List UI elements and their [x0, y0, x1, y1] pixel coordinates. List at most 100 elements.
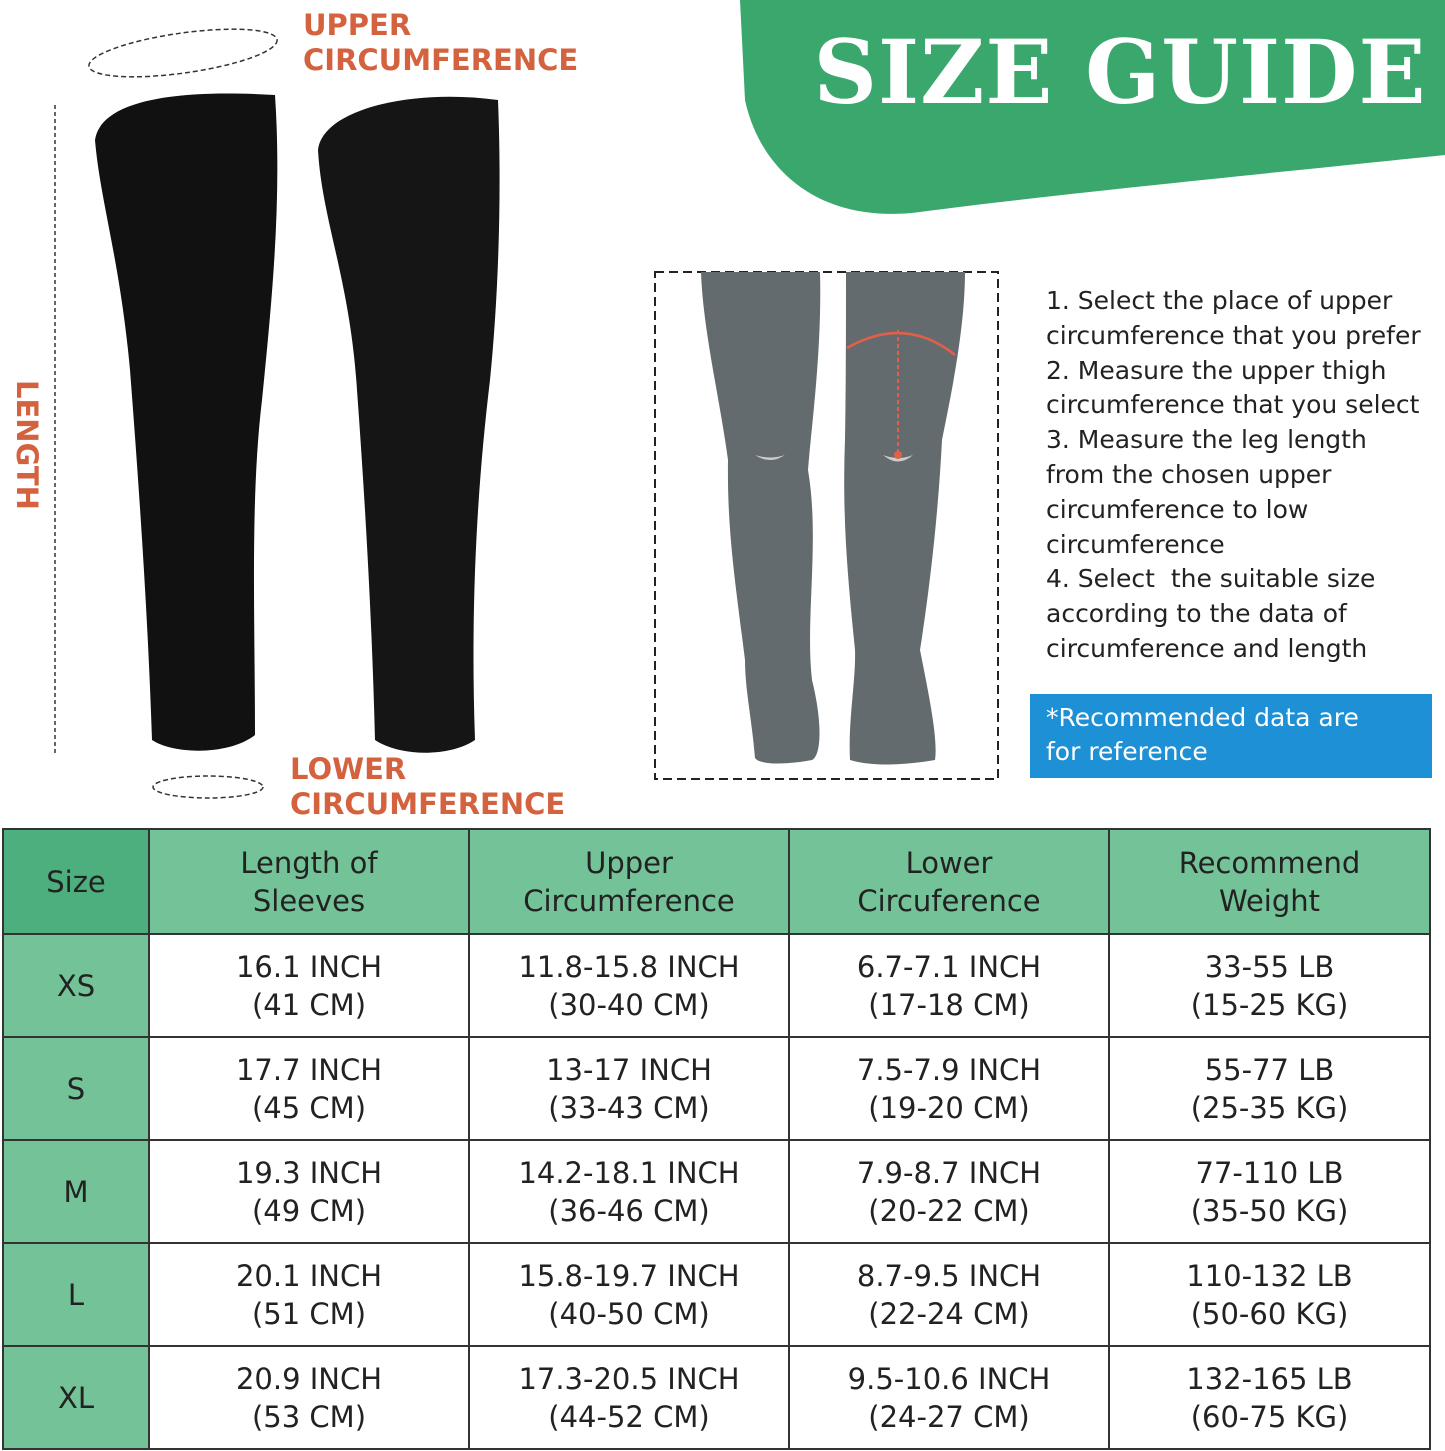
cell-line: (60-75 KG): [1190, 1399, 1349, 1434]
cell-line: 132-165 LB: [1186, 1361, 1353, 1396]
step-line: 4. Select the suitable size: [1046, 564, 1376, 594]
step-line: circumference that you prefer: [1046, 320, 1421, 350]
cell-line: 19.3 INCH: [235, 1155, 383, 1190]
cell-line: 55-77 LB: [1204, 1052, 1335, 1087]
cell-line: 20.1 INCH: [235, 1258, 383, 1293]
cell-line: 13-17 INCH: [546, 1052, 712, 1087]
size-cell: L: [2, 1242, 150, 1347]
cell-line: 7.5-7.9 INCH: [856, 1052, 1042, 1087]
size-cell: XS: [2, 933, 150, 1038]
step-line: circumference: [1046, 529, 1225, 559]
cell-line: 11.8-15.8 INCH: [518, 949, 740, 984]
lower-circumference-label: LOWER CIRCUMFERENCE: [290, 752, 565, 822]
cell-line: 77-110 LB: [1195, 1155, 1344, 1190]
step-line: from the chosen upper: [1046, 459, 1332, 489]
cell-line: (30-40 CM): [548, 987, 710, 1022]
knee-mark-left: [755, 455, 785, 460]
cell-line: (15-25 KG): [1190, 987, 1349, 1022]
value-cell: 17.3-20.5 INCH (44-52 CM): [468, 1345, 790, 1450]
step-line: circumference and length: [1046, 633, 1368, 663]
size-cell: XL: [2, 1345, 150, 1450]
measurement-steps: 1. Select the place of upper circumferen…: [1046, 284, 1441, 667]
sleeve-right: [318, 96, 500, 753]
cell-line: 33-55 LB: [1204, 949, 1335, 984]
table-row: S 17.7 INCH (45 CM) 13-17 INCH (33-43 CM) 7.5…: [2, 1036, 1431, 1141]
lower-circumference-ring: [152, 775, 264, 799]
cell-line: (45 CM): [251, 1090, 367, 1125]
note-line: for reference: [1046, 737, 1208, 766]
size-cell: M: [2, 1139, 150, 1244]
value-cell: 19.3 INCH (49 CM): [148, 1139, 470, 1244]
header-cell: Upper Circumference: [468, 828, 790, 935]
leg-diagram-frame: [654, 271, 999, 780]
header-cell: Size: [2, 828, 150, 935]
leg-diagram-left: [701, 272, 821, 764]
illustration-layer: [54, 0, 1445, 799]
cell-line: (36-46 CM): [548, 1193, 710, 1228]
banner-shape: [740, 0, 1445, 214]
step-line: 1. Select the place of upper: [1046, 286, 1393, 315]
cell-line: Circumference: [523, 883, 735, 918]
cell-line: Lower: [905, 845, 993, 880]
upper-circumference-label: UPPER CIRCUMFERENCE: [303, 8, 578, 78]
value-cell: 14.2-18.1 INCH (36-46 CM): [468, 1139, 790, 1244]
header-cell: Recommend Weight: [1108, 828, 1431, 935]
cell-line: (41 CM): [251, 987, 367, 1022]
value-cell: 15.8-19.7 INCH (40-50 CM): [468, 1242, 790, 1347]
value-cell: 132-165 LB (60-75 KG): [1108, 1345, 1431, 1450]
cell-line: (35-50 KG): [1190, 1193, 1349, 1228]
cell-line: 110-132 LB: [1186, 1258, 1353, 1293]
value-cell: 13-17 INCH (33-43 CM): [468, 1036, 790, 1141]
note-line: *Recommended data are: [1046, 703, 1359, 732]
leg-diagram-right: [844, 272, 965, 765]
step-line: circumference to low: [1046, 494, 1309, 524]
cell-line: (44-52 CM): [548, 1399, 710, 1434]
cell-line: (49 CM): [251, 1193, 367, 1228]
cell-line: (22-24 CM): [868, 1296, 1030, 1331]
value-cell: 6.7-7.1 INCH (17-18 CM): [788, 933, 1110, 1038]
value-cell: 9.5-10.6 INCH (24-27 CM): [788, 1345, 1110, 1450]
cell-line: 17.7 INCH: [235, 1052, 383, 1087]
length-label: LENGTH: [10, 380, 44, 510]
cell-line: Length of: [240, 845, 378, 880]
value-cell: 16.1 INCH (41 CM): [148, 933, 470, 1038]
value-cell: 17.7 INCH (45 CM): [148, 1036, 470, 1141]
cell-line: Sleeves: [252, 883, 366, 918]
cell-line: 16.1 INCH: [235, 949, 383, 984]
cell-line: (25-35 KG): [1190, 1090, 1349, 1125]
cell-line: (50-60 KG): [1190, 1296, 1349, 1331]
cell-line: 14.2-18.1 INCH: [518, 1155, 740, 1190]
step-line: according to the data of: [1046, 599, 1347, 629]
length-measure-dot: [894, 451, 902, 459]
sleeve-left: [95, 93, 278, 751]
upper-measure-arc: [846, 331, 956, 356]
value-cell: 11.8-15.8 INCH (30-40 CM): [468, 933, 790, 1038]
cell-line: (53 CM): [251, 1399, 367, 1434]
step-line: 3. Measure the leg length: [1046, 425, 1367, 455]
cell-line: Size: [46, 864, 106, 899]
reference-note: *Recommended data are for reference: [1030, 694, 1432, 778]
table-row: M 19.3 INCH (49 CM) 14.2-18.1 INCH (36-46 CM…: [2, 1139, 1431, 1244]
cell-line: 7.9-8.7 INCH: [856, 1155, 1042, 1190]
value-cell: 8.7-9.5 INCH (22-24 CM): [788, 1242, 1110, 1347]
step-line: circumference that you select: [1046, 390, 1420, 420]
cell-line: 9.5-10.6 INCH: [847, 1361, 1051, 1396]
cell-line: Upper: [585, 845, 673, 880]
value-cell: 55-77 LB (25-35 KG): [1108, 1036, 1431, 1141]
cell-line: 15.8-19.7 INCH: [518, 1258, 740, 1293]
table-row: XL 20.9 INCH (53 CM) 17.3-20.5 INCH (44-52 C…: [2, 1345, 1431, 1450]
cell-line: Circuference: [857, 883, 1041, 918]
label-line: CIRCUMFERENCE: [290, 787, 566, 821]
cell-line: (51 CM): [251, 1296, 367, 1331]
cell-line: (17-18 CM): [868, 987, 1030, 1022]
value-cell: 20.9 INCH (53 CM): [148, 1345, 470, 1450]
cell-line: (24-27 CM): [868, 1399, 1030, 1434]
step-line: 2. Measure the upper thigh: [1046, 355, 1387, 385]
label-line: UPPER: [303, 8, 412, 42]
cell-line: Weight: [1218, 883, 1321, 918]
cell-line: 6.7-7.1 INCH: [856, 949, 1042, 984]
value-cell: 7.9-8.7 INCH (20-22 CM): [788, 1139, 1110, 1244]
cell-line: (33-43 CM): [548, 1090, 710, 1125]
table-header-row: Size Length of Sleeves Upper Circumference Lo…: [2, 828, 1431, 935]
cell-line: (40-50 CM): [548, 1296, 710, 1331]
